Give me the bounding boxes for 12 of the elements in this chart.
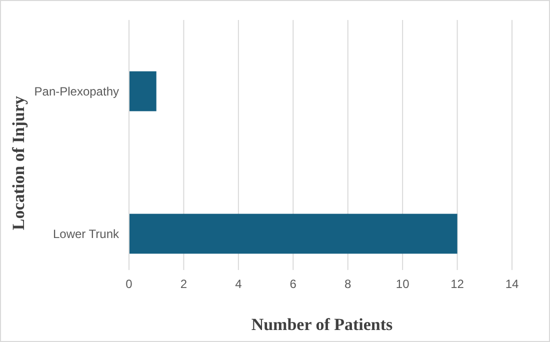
x-tick-label: 0 — [126, 277, 133, 291]
x-axis-title: Number of Patients — [251, 315, 394, 334]
y-tick-label: Pan-Plexopathy — [34, 84, 119, 98]
x-tick-label: 6 — [290, 277, 297, 291]
x-tick-label: 8 — [344, 277, 352, 291]
y-tick-label: Lower Trunk — [52, 226, 120, 241]
x-tick-label: 10 — [396, 277, 410, 291]
x-tick-label: 4 — [235, 277, 242, 291]
x-tick-label: 14 — [505, 277, 519, 291]
x-tick-label: 12 — [450, 277, 464, 291]
y-axis-title: Location of Injury — [9, 95, 28, 230]
x-tick-label: 2 — [180, 277, 188, 291]
